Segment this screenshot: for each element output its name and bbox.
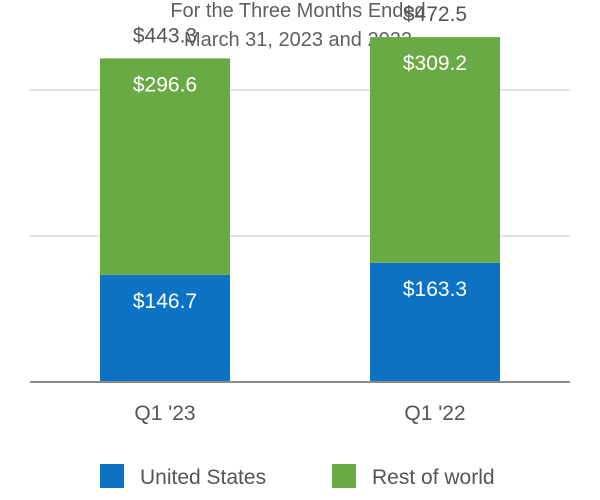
chart-title-line-2: March 31, 2023 and 2022 [184, 29, 412, 51]
bar-us-1 [100, 274, 230, 382]
legend-swatch-row [332, 464, 356, 488]
data-labels: $146.7 $296.6 $443.3 $163.3 $309.2 $472.5 [133, 3, 467, 313]
data-label-us-2: $163.3 [403, 278, 467, 301]
x-tick-labels: Q1 '23 Q1 '22 [134, 402, 465, 425]
data-label-row-2: $309.2 [403, 52, 467, 75]
bar-row-2 [370, 37, 500, 263]
bar-row-1 [100, 58, 230, 275]
bar-us-2 [370, 262, 500, 382]
total-label-1: $443.3 [133, 24, 197, 47]
x-tick-label-2: Q1 '22 [404, 402, 465, 425]
data-label-us-1: $146.7 [133, 290, 197, 313]
data-label-row-1: $296.6 [133, 73, 197, 96]
total-label-2: $472.5 [403, 3, 467, 26]
legend-label-us: United States [140, 466, 266, 489]
legend: United States Rest of world [100, 464, 495, 489]
x-tick-label-1: Q1 '23 [134, 402, 195, 425]
legend-label-row: Rest of world [372, 466, 495, 489]
chart-title-line-1: For the Three Months Ended [170, 0, 425, 22]
bars [100, 37, 500, 382]
legend-swatch-us [100, 464, 124, 488]
